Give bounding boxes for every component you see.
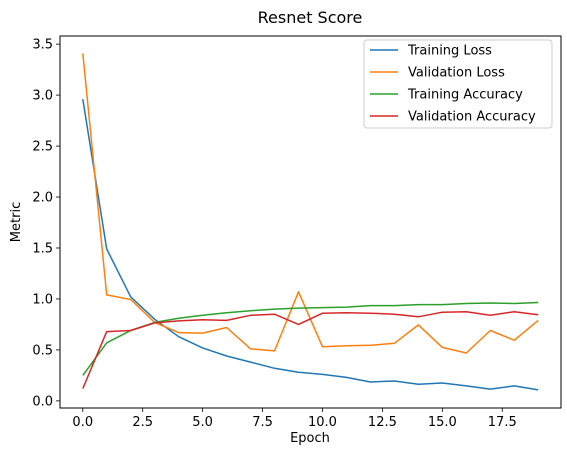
chart-title: Resnet Score (258, 8, 363, 27)
x-axis: 0.0 2.5 5.0 7.5 10.0 12.5 15.0 17.5 (72, 408, 517, 430)
x-tick-label: 17.5 (488, 415, 517, 430)
y-tick-label: 3.5 (32, 38, 53, 53)
legend-label-training-loss: Training Loss (407, 44, 492, 59)
x-tick-label: 7.5 (252, 415, 273, 430)
x-tick-label: 12.5 (368, 415, 397, 430)
legend: Training Loss Validation Loss Training Acc… (363, 39, 553, 129)
series-line-training-accuracy (82, 301, 539, 376)
legend-label-validation-accuracy: Validation Accuracy (408, 110, 536, 125)
x-tick-label: 5.0 (192, 415, 213, 430)
legend-box (363, 39, 553, 129)
y-tick-label: 1.0 (32, 292, 53, 307)
series-lines (82, 53, 539, 391)
x-axis-title: Epoch (290, 431, 330, 446)
y-tick-label: 2.5 (32, 140, 53, 155)
y-axis-title: Metric (9, 202, 24, 242)
legend-label-validation-loss: Validation Loss (408, 66, 505, 81)
y-tick-label: 0.0 (32, 394, 53, 409)
y-tick-label: 0.5 (32, 343, 53, 358)
y-tick-label: 3.0 (32, 89, 53, 104)
legend-label-training-accuracy: Training Accuracy (407, 88, 523, 103)
y-axis: 0.0 0.5 1.0 1.5 2.0 2.5 3.0 3.5 (32, 38, 60, 409)
y-tick-label: 2.0 (32, 191, 53, 206)
x-tick-label: 2.5 (132, 415, 153, 430)
x-tick-label: 15.0 (428, 415, 457, 430)
x-tick-label: 0.0 (72, 415, 93, 430)
series-line-validation-accuracy (82, 310, 539, 389)
y-tick-label: 1.5 (32, 241, 53, 256)
x-tick-label: 10.0 (308, 415, 337, 430)
